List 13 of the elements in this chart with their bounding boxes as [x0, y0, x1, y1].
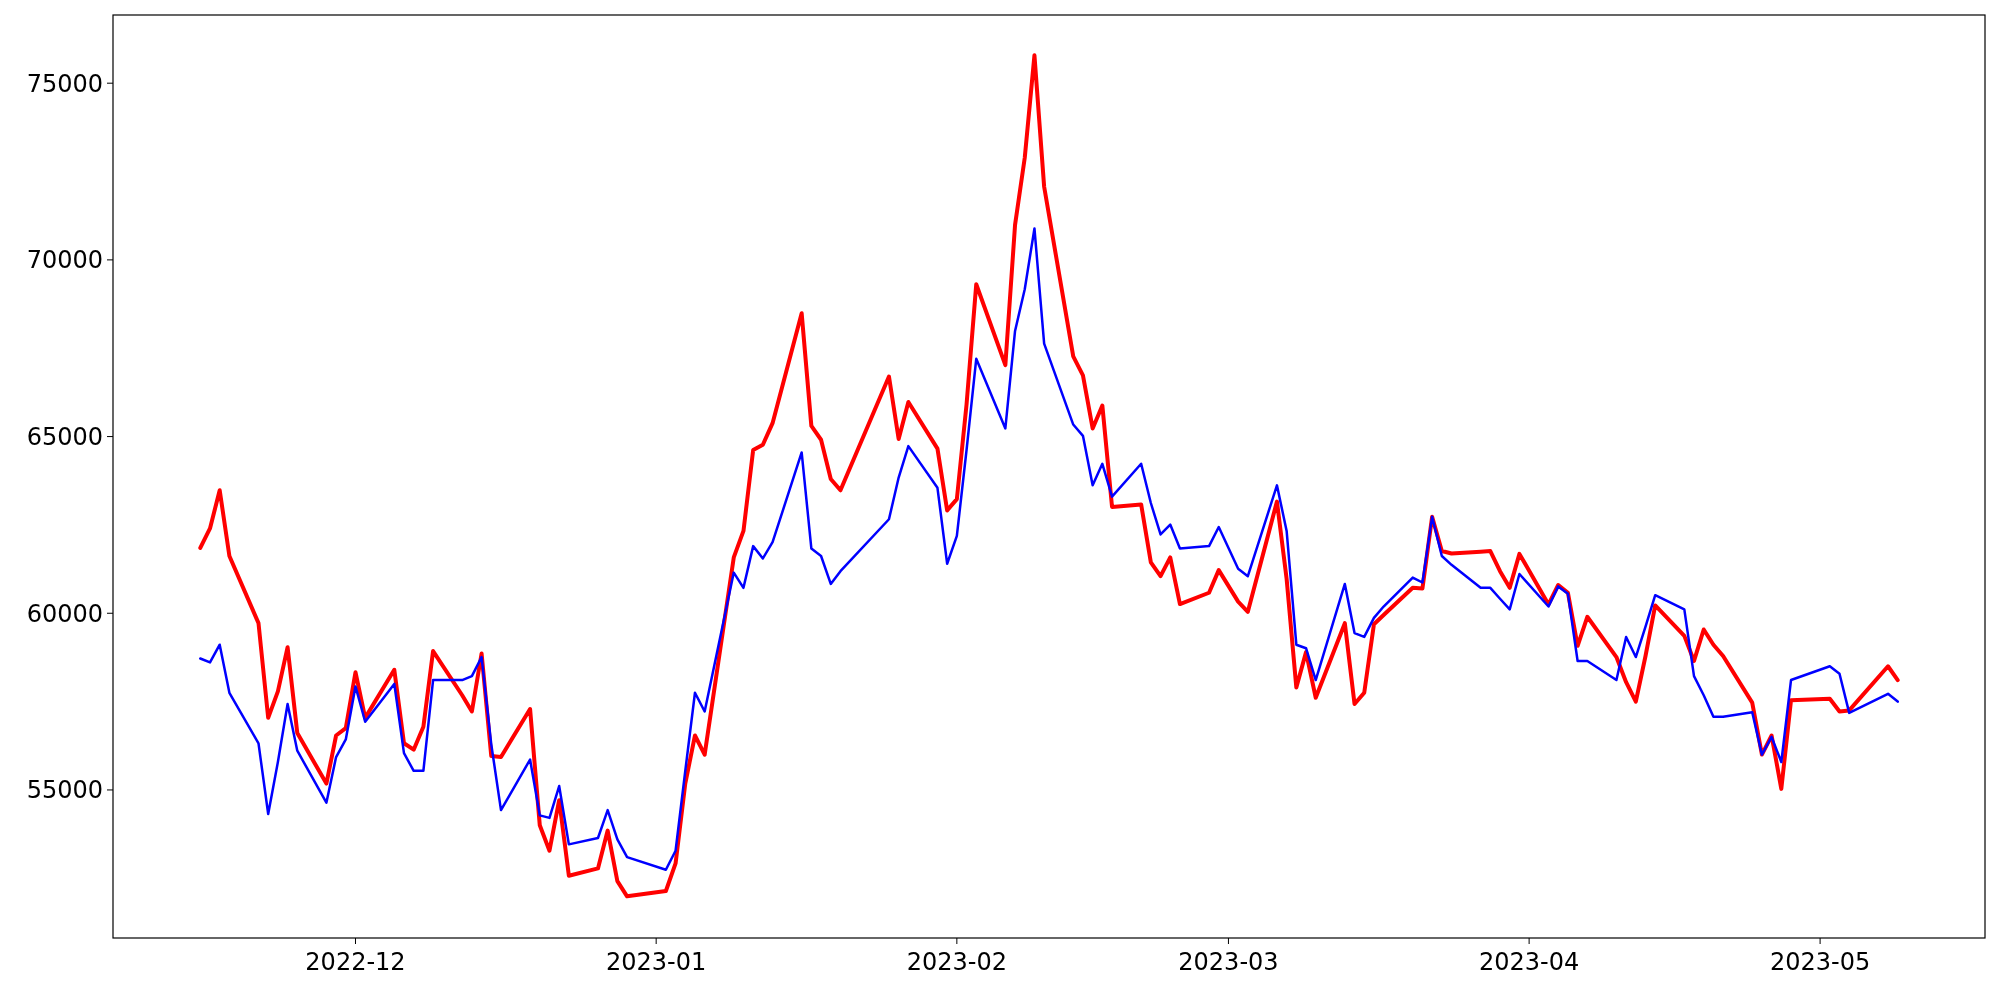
x-tick-label: 2023-01: [606, 948, 707, 976]
x-tick-label: 2022-12: [305, 948, 406, 976]
y-tick-label: 70000: [26, 246, 103, 275]
y-tick-label: 60000: [26, 599, 103, 628]
y-tick-label: 55000: [26, 776, 103, 805]
x-tick-label: 2023-04: [1478, 948, 1580, 976]
line-series: [199, 227, 1899, 872]
x-tick-label: 2023-02: [906, 948, 1007, 976]
x-tick-label: 2023-05: [1769, 948, 1871, 976]
line-series: [198, 53, 1900, 899]
x-tick-label: 2023-03: [1178, 948, 1279, 976]
y-tick-label: 65000: [26, 422, 103, 451]
y-tick-label: 75000: [26, 69, 103, 98]
